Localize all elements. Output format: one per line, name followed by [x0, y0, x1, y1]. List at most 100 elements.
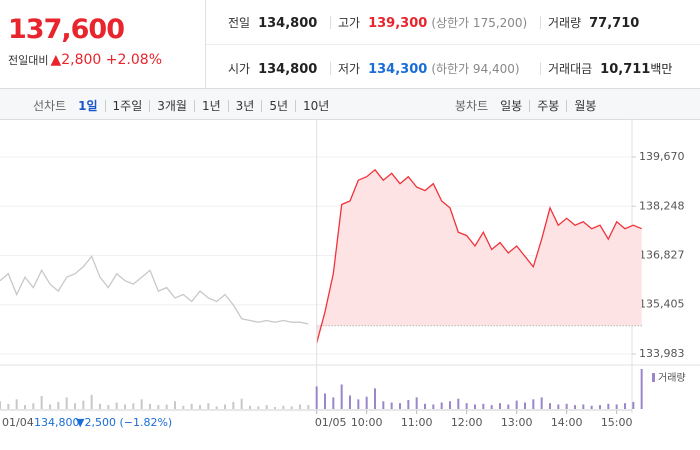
volume-bar [282, 405, 285, 409]
tab-option[interactable]: 1주일 [104, 99, 150, 112]
volume-bar [190, 403, 193, 409]
change-rate: +2.08% [105, 52, 163, 68]
stat-label: 시가 [228, 62, 251, 76]
stat: 저가 134,300 (하한가 94,400) [338, 60, 520, 77]
volume-bar [374, 388, 376, 409]
volume-bar [449, 401, 451, 409]
tab-option[interactable]: 1일 [78, 98, 98, 113]
tab-option[interactable]: 5년 [261, 99, 295, 112]
volume-bar [532, 399, 535, 409]
volume-bar [565, 403, 568, 409]
divider [540, 62, 541, 75]
volume-bar [390, 402, 393, 409]
stat-value: 77,710 [589, 16, 640, 31]
volume-bar [615, 404, 618, 409]
volume-bar [15, 399, 18, 409]
price-change: 전일대비 ▲2,800 +2.08% [8, 52, 162, 68]
volume-bar [382, 401, 385, 409]
line [0, 255, 309, 325]
volume-bar [115, 402, 118, 409]
volume-bar [582, 404, 585, 409]
volume-bar [399, 403, 401, 409]
volume-bar [132, 403, 135, 409]
tab-option[interactable]: 3년 [227, 99, 262, 112]
line [316, 168, 642, 344]
tab-group-label: 봉차트 [455, 99, 489, 113]
volume-bar [224, 404, 226, 409]
volume-bar [249, 405, 251, 409]
volume-bar [82, 400, 85, 409]
volume-bar [99, 403, 101, 409]
volume-bar [315, 386, 318, 409]
volume-bar [599, 405, 601, 409]
volume-bar [415, 397, 418, 409]
change-amount: ▲2,800 [50, 52, 102, 68]
stat-label: 전일 [228, 16, 251, 30]
note-change: ▼2,500 (−1.82%) [76, 416, 172, 429]
candle-chart-tabs: 봉차트 일봉 주봉 월봉 [455, 97, 603, 114]
stat: 전일 134,800 [228, 14, 317, 31]
volume-bar [232, 401, 235, 409]
stat-value: 139,300 [368, 16, 428, 31]
volume-bar [0, 401, 1, 409]
stat-label: 거래량 [548, 16, 582, 30]
stat-value: 134,800 [258, 16, 318, 31]
volume-bar [299, 404, 301, 409]
volume-bar [57, 401, 60, 409]
tab-option[interactable]: 주봉 [529, 99, 566, 112]
y-tick-label: 133,983 [639, 347, 685, 360]
volume-bar [340, 384, 343, 409]
volume-bar [574, 405, 576, 409]
y-tick-label: 135,405 [639, 298, 685, 311]
volume-bar [540, 397, 543, 409]
volume-bar [499, 403, 501, 409]
volume-bar [624, 403, 626, 409]
volume-bar [174, 401, 176, 409]
tab-group-label: 선차트 [33, 99, 67, 113]
tab-option[interactable]: 월봉 [566, 99, 603, 112]
stat: 거래대금 10,711백만 [548, 60, 672, 77]
volume-bar [440, 402, 443, 409]
volume-bar [457, 398, 460, 409]
stat-value: 134,800 [258, 62, 318, 77]
volume-bar [74, 403, 76, 409]
tab-option[interactable]: 1년 [193, 99, 228, 112]
volume-bar [240, 398, 243, 409]
y-tick-label: 136,827 [639, 248, 685, 261]
stat-label: 고가 [338, 16, 361, 30]
volume-bar [640, 369, 643, 409]
stat-label: 저가 [338, 62, 361, 76]
tab-option[interactable]: 3개월 [149, 99, 194, 112]
volume-bar [307, 405, 310, 409]
tab-bar: 선차트 1일 1주일 3개월 1년 3년 5년 10년 봉차트 일봉 주봉 월봉 [0, 88, 700, 120]
x-tick-label: 10:00 [351, 416, 383, 429]
volume-bar [424, 403, 426, 409]
x-tick-label: 01/05 [315, 416, 347, 429]
volume-bar [124, 404, 126, 409]
volume-bar [157, 405, 160, 409]
stat-unit: 백만 [650, 62, 673, 76]
volume-bar [140, 399, 143, 409]
volume-bar [182, 405, 185, 409]
volume-bar [149, 403, 151, 409]
tab-option[interactable]: 일봉 [500, 98, 523, 113]
volume-bar [257, 406, 260, 409]
legend-label: 거래량 [658, 372, 686, 384]
volume-bar [290, 406, 293, 409]
volume-bar [24, 405, 26, 409]
volume-bar [482, 403, 485, 409]
volume-bar [199, 405, 201, 409]
volume-bar [324, 393, 326, 409]
stat: 거래량 77,710 [548, 14, 639, 31]
divider [330, 16, 331, 29]
tab-option[interactable]: 10년 [295, 99, 336, 112]
current-price: 137,600 [8, 14, 125, 45]
volume-bar [432, 404, 435, 409]
stat-note: (하한가 94,400) [431, 62, 520, 76]
volume-bar [490, 405, 493, 409]
stat-value: 134,300 [368, 62, 428, 77]
chart: 133,983 135,405 136,827 138,248 139,670 거래량 01… [0, 119, 700, 429]
divider [206, 44, 700, 45]
volume-bar [632, 401, 635, 409]
